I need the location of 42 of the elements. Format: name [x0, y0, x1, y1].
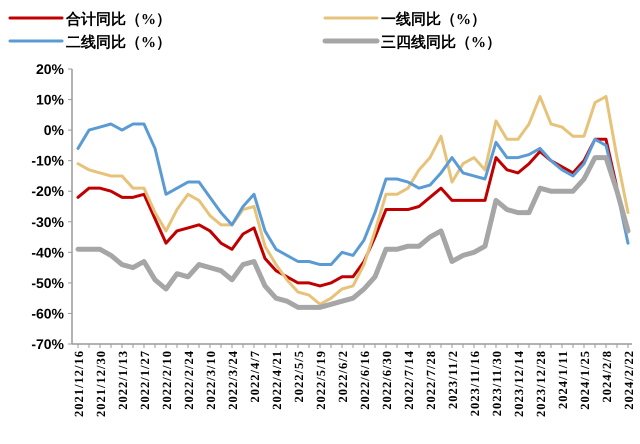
x-tick-label: 2023/12/28	[534, 350, 548, 417]
x-tick-label: 2022/4/7	[248, 350, 262, 402]
legend-label: 合计同比（%）	[65, 11, 171, 28]
x-tick-label: 2023/11/30	[490, 350, 504, 416]
y-tick-label: -40%	[31, 244, 65, 260]
y-tick-label: -20%	[31, 183, 65, 200]
y-tick-label: -60%	[31, 305, 65, 322]
x-tick-label: 2024/1/25	[578, 350, 592, 410]
x-tick-label: 2022/1/13	[116, 350, 130, 410]
x-tick-label: 2024/2/8	[600, 350, 614, 402]
y-tick-label: -30%	[31, 214, 65, 230]
x-tick-label: 2022/6/16	[358, 350, 372, 410]
x-tick-label: 2023/11/16	[468, 350, 482, 416]
x-tick-label: 2022/4/21	[270, 350, 284, 410]
x-tick-label: 2024/2/22	[622, 350, 636, 410]
x-tick-label: 2021/12/16	[72, 350, 86, 417]
x-tick-label: 2022/2/10	[160, 350, 174, 410]
x-tick-label: 2022/2/24	[182, 350, 196, 410]
y-tick-label: 20%	[36, 61, 65, 77]
y-tick-label: -10%	[31, 152, 65, 169]
legend-label: 三四线同比（%）	[381, 34, 501, 51]
x-tick-label: 2022/3/10	[204, 350, 218, 410]
x-tick-label: 2024/1/11	[556, 350, 570, 410]
x-tick-label: 2022/6/30	[380, 350, 394, 410]
x-tick-label: 2022/7/14	[402, 350, 416, 410]
x-tick-label: 2023/11/2	[446, 350, 460, 410]
y-tick-label: -50%	[31, 274, 65, 291]
line-series	[76, 95, 630, 306]
y-tick-label: 0%	[44, 122, 65, 138]
y-tick-label: 10%	[36, 92, 65, 108]
x-tick-label: 2022/5/19	[314, 350, 328, 410]
x-tick-label: 2022/6/2	[336, 350, 350, 402]
line-series	[76, 122, 630, 266]
y-tick-label: -70%	[31, 336, 65, 352]
legend-label: 一线同比（%）	[381, 11, 486, 28]
legend-label: 二线同比（%）	[66, 34, 171, 51]
x-tick-label: 2022/5/5	[292, 350, 306, 402]
x-tick-label: 2023/12/14	[512, 350, 526, 417]
x-tick-label: 2022/7/28	[424, 350, 438, 410]
x-tick-label: 2021/12/30	[94, 350, 108, 417]
x-tick-label: 2022/3/24	[226, 350, 240, 410]
x-tick-label: 2022/1/27	[138, 350, 152, 410]
